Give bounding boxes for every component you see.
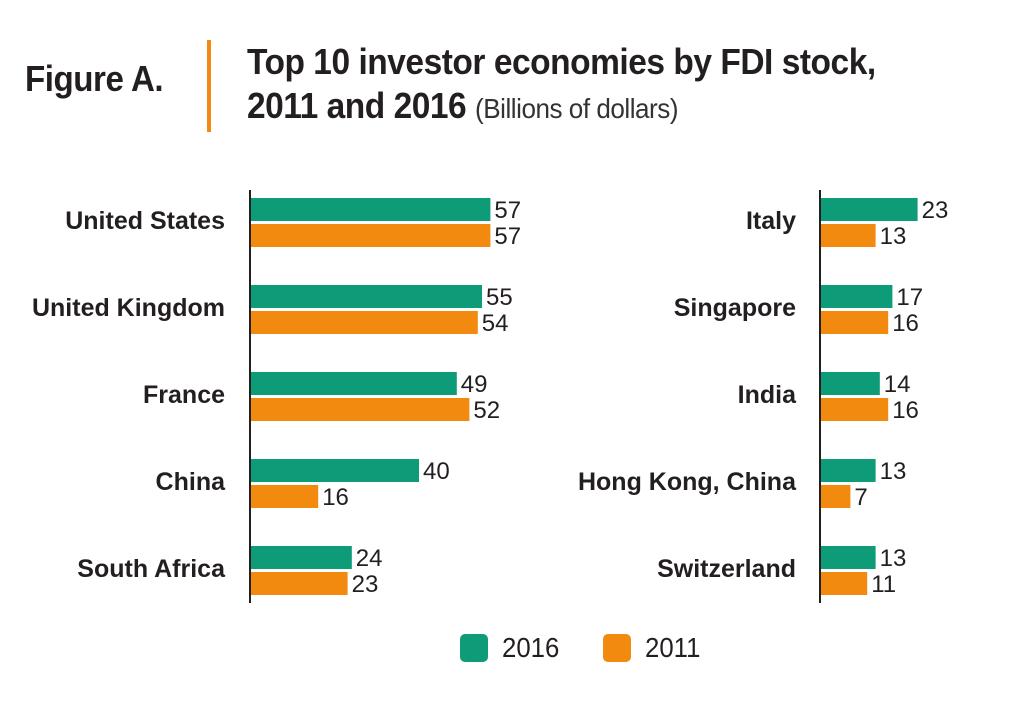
category-label-china: China: [156, 468, 227, 496]
category-label-united-states: United States: [65, 207, 225, 235]
legend-label-2016: 2016: [502, 632, 560, 663]
category-label-switzerland: Switzerland: [657, 555, 796, 583]
data-label-france-2011: 52: [473, 397, 500, 424]
bar-united-kingdom-2011: [251, 311, 478, 334]
bar-india-2011: [821, 398, 889, 421]
legend-item-2011: 2011: [603, 632, 705, 664]
legend: 2016 2011: [0, 632, 1024, 672]
bar-italy-2016: [821, 198, 918, 221]
legend-label-2011: 2011: [645, 632, 701, 663]
bar-united-kingdom-2016: [251, 285, 482, 308]
data-label-united-kingdom-2011: 54: [482, 310, 509, 337]
bar-hong-kong-china-2016: [821, 459, 876, 482]
bar-china-2016: [251, 459, 419, 482]
bar-united-states-2011: [251, 224, 491, 247]
bar-italy-2011: [821, 224, 876, 247]
data-label-china-2016: 40: [423, 458, 450, 485]
data-label-singapore-2011: 16: [892, 310, 919, 337]
bar-south-africa-2011: [251, 572, 348, 595]
data-label-france-2016: 49: [461, 371, 488, 398]
data-label-singapore-2016: 17: [896, 284, 923, 311]
data-label-switzerland-2011: 11: [871, 571, 896, 598]
data-label-china-2011: 16: [322, 484, 349, 511]
chart-subtitle: (Billions of dollars): [475, 93, 679, 124]
category-label-france: France: [143, 381, 225, 409]
title-years: 2011 and 2016: [247, 85, 467, 126]
bar-switzerland-2016: [821, 546, 876, 569]
data-label-south-africa-2016: 24: [356, 545, 383, 572]
bar-france-2011: [251, 398, 470, 421]
title-divider: [207, 40, 211, 132]
category-label-italy: Italy: [746, 207, 796, 235]
data-label-south-africa-2011: 23: [352, 571, 379, 598]
title-line-2: 2011 and 2016 (Billions of dollars): [247, 84, 876, 131]
title-line-1: Top 10 investor economies by FDI stock,: [247, 41, 876, 82]
bar-switzerland-2011: [821, 572, 868, 595]
bar-france-2016: [251, 372, 457, 395]
bar-singapore-2011: [821, 311, 889, 334]
data-label-hong-kong-china-2016: 13: [880, 458, 907, 485]
data-label-india-2011: 16: [892, 397, 919, 424]
bar-singapore-2016: [821, 285, 893, 308]
data-label-italy-2011: 13: [880, 223, 907, 250]
bar-south-africa-2016: [251, 546, 352, 569]
category-label-united-kingdom: United Kingdom: [32, 294, 225, 322]
category-label-india: India: [738, 381, 797, 409]
legend-swatch-2016: [460, 634, 488, 662]
data-label-india-2016: 14: [884, 371, 911, 398]
category-label-hong-kong-china: Hong Kong, China: [578, 468, 797, 496]
data-label-italy-2016: 23: [922, 197, 949, 224]
category-label-singapore: Singapore: [674, 294, 796, 322]
bar-hong-kong-china-2011: [821, 485, 851, 508]
bar-china-2011: [251, 485, 319, 508]
category-label-south-africa: South Africa: [77, 555, 226, 583]
data-label-united-states-2011: 57: [494, 223, 521, 250]
data-label-hong-kong-china-2011: 7: [854, 484, 867, 511]
figure-label: Figure A.: [25, 58, 164, 99]
data-label-united-states-2016: 57: [494, 197, 521, 224]
bar-india-2016: [821, 372, 880, 395]
data-label-united-kingdom-2016: 55: [486, 284, 513, 311]
bar-united-states-2016: [251, 198, 491, 221]
chart-title: Top 10 investor economies by FDI stock, …: [247, 40, 876, 131]
legend-item-2016: 2016: [460, 632, 564, 664]
data-label-switzerland-2016: 13: [880, 545, 907, 572]
legend-swatch-2011: [603, 634, 631, 662]
